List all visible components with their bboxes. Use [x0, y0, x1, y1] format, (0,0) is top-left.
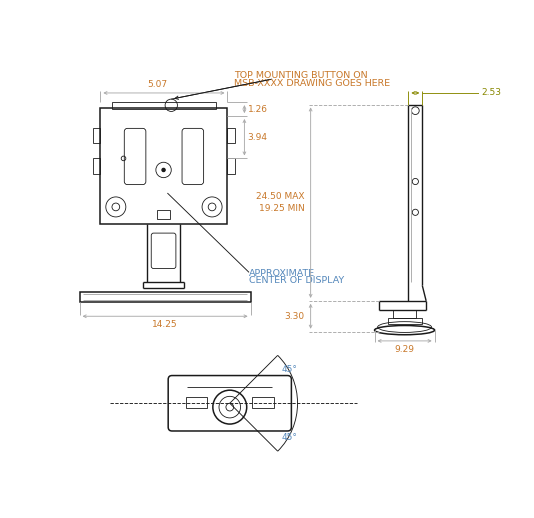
- Text: APPROXIMATE: APPROXIMATE: [249, 268, 315, 278]
- Text: 24.50 MAX: 24.50 MAX: [256, 192, 304, 201]
- Bar: [93, 127, 100, 143]
- Bar: [112, 102, 216, 109]
- Text: TOP MOUNTING BUTTON ON: TOP MOUNTING BUTTON ON: [234, 71, 367, 80]
- Text: 9.29: 9.29: [395, 345, 414, 354]
- Text: 2.53: 2.53: [482, 89, 501, 97]
- Bar: [100, 108, 227, 224]
- Text: 45°: 45°: [281, 365, 297, 374]
- Bar: [80, 292, 250, 303]
- Bar: [158, 210, 170, 219]
- Text: 14.25: 14.25: [152, 320, 178, 329]
- Bar: [227, 127, 235, 143]
- Text: 3.30: 3.30: [284, 312, 304, 321]
- Bar: [93, 159, 100, 174]
- Text: 1.26: 1.26: [247, 105, 268, 113]
- Bar: [252, 397, 273, 408]
- Circle shape: [162, 168, 165, 171]
- Bar: [227, 159, 235, 174]
- Bar: [393, 310, 416, 318]
- Text: 19.25 MIN: 19.25 MIN: [259, 204, 304, 213]
- Bar: [388, 318, 421, 324]
- Text: 5.07: 5.07: [148, 80, 168, 89]
- Bar: [186, 397, 207, 408]
- Text: CENTER OF DISPLAY: CENTER OF DISPLAY: [249, 276, 344, 285]
- Text: 45°: 45°: [281, 433, 297, 442]
- Text: 3.94: 3.94: [247, 133, 268, 142]
- Text: MSB-XXXX DRAWING GOES HERE: MSB-XXXX DRAWING GOES HERE: [234, 79, 390, 88]
